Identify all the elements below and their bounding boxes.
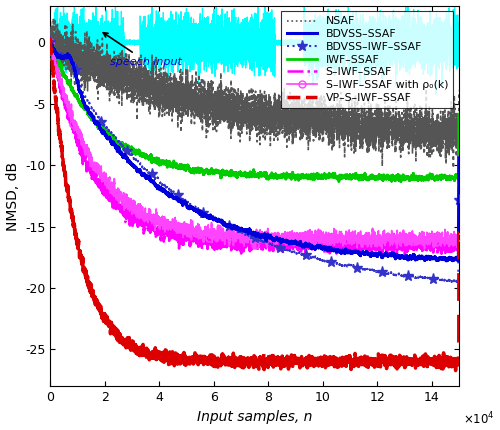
Legend: NSAF, BDVSS–SSAF, BDVSS–IWF–SSAF, IWF–SSAF, S–IWF–SSAF, S–IWF–SSAF with ρₒ(k), V: NSAF, BDVSS–SSAF, BDVSS–IWF–SSAF, IWF–SS… — [281, 11, 454, 108]
X-axis label: Input samples, n: Input samples, n — [197, 410, 312, 424]
Text: $\times 10^4$: $\times 10^4$ — [463, 411, 494, 428]
Text: speech input: speech input — [103, 33, 182, 67]
Y-axis label: NMSD, dB: NMSD, dB — [6, 161, 20, 230]
